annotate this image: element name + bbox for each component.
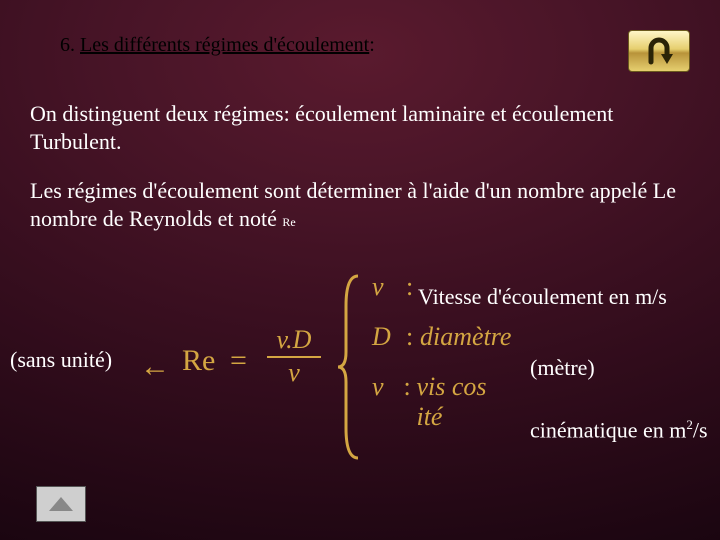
annot-cinematique: cinématique en m2/s [530, 418, 708, 443]
slide-root: 6. Les différents régimes d'écoulement: … [0, 0, 720, 540]
body-text: On distinguent deux régimes: écoulement … [30, 100, 690, 232]
heading-colon: : [369, 34, 375, 56]
formula-equals: = [230, 344, 247, 378]
return-button[interactable] [628, 30, 690, 72]
heading-number: 6. [60, 34, 75, 56]
nav-up-button[interactable] [36, 486, 86, 522]
def-sym-nu: ν [372, 372, 404, 402]
heading-title: Les différents régimes d'écoulement [80, 34, 369, 56]
annot-vitesse: Vitesse d'écoulement en m/s [418, 285, 667, 309]
brace-icon [336, 272, 364, 462]
formula-lhs: Re [182, 344, 215, 378]
return-u-turn-icon [639, 36, 679, 66]
def-row-d: D : diamètre [372, 322, 511, 352]
def-word-nu: vis cos ité [416, 372, 511, 432]
def-sym-d: D [372, 322, 406, 352]
def-sym-v: v [372, 272, 406, 302]
annot-metre: (mètre) [530, 356, 595, 380]
formula-denominator: ν [288, 360, 300, 386]
def-word-d: diamètre [420, 322, 511, 352]
paragraph-2: Les régimes d'écoulement sont déterminer… [30, 177, 690, 232]
def-colon-nu: : [404, 372, 417, 402]
arrow-left-icon: ← [140, 350, 170, 384]
formula-fraction: v.D ν [264, 327, 324, 386]
def-colon-d: : [406, 322, 420, 352]
paragraph-2-text: Les régimes d'écoulement sont déterminer… [30, 178, 676, 231]
reynolds-symbol-sub: Re [282, 215, 295, 229]
annot-cinematique-suffix: /s [693, 417, 708, 442]
def-row-nu: ν : vis cos ité [372, 372, 511, 432]
annot-cinematique-prefix: cinématique en m [530, 417, 686, 442]
heading-row: 6. Les différents régimes d'écoulement: [30, 30, 690, 72]
paragraph-1: On distinguent deux régimes: écoulement … [30, 101, 613, 154]
section-heading: 6. Les différents régimes d'écoulement: [60, 34, 375, 57]
annot-sans-unite: (sans unité) [10, 348, 112, 372]
formula-numerator: v.D [277, 327, 312, 353]
